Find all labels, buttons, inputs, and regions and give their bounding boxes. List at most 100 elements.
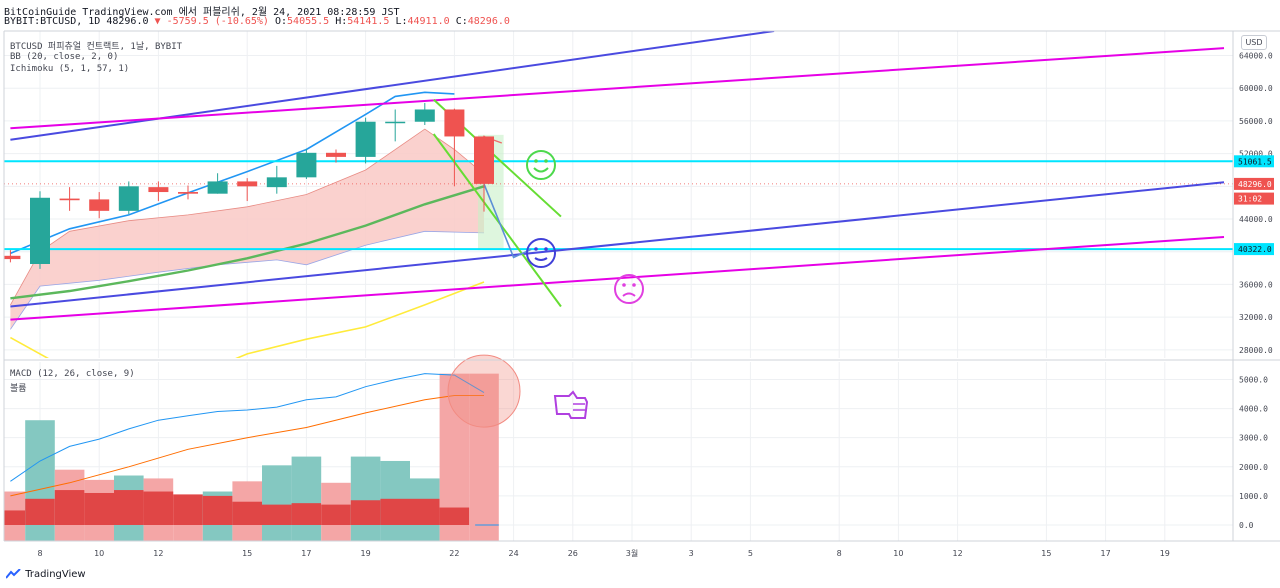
close-label: C: — [455, 16, 468, 27]
candle-body — [148, 187, 169, 193]
volume-bar-base — [84, 524, 114, 541]
price-label-bg — [1234, 177, 1274, 190]
time-tick-label: 3월 — [626, 548, 638, 558]
volume-bar-base — [380, 524, 410, 541]
macd-tick-label: 1000.0 — [1239, 492, 1268, 501]
macd-histogram-bar — [321, 504, 351, 525]
smiley-neutral-icon-outline — [526, 238, 556, 268]
down-triangle-icon: ▼ — [154, 16, 161, 27]
macd-histogram-bar — [291, 503, 322, 525]
volume-bar-base — [439, 524, 470, 541]
price-label-bg — [1234, 155, 1274, 168]
low-label: L: — [395, 16, 408, 27]
macd-histogram-bar — [173, 494, 203, 525]
candle-body — [178, 192, 198, 194]
candle-body — [59, 198, 80, 201]
price-label-text: 40322.0 — [1238, 245, 1272, 254]
time-tick-label: 19 — [361, 549, 371, 558]
time-tick-label: 15 — [242, 549, 252, 558]
macd-histogram-bar — [202, 495, 233, 525]
trend-lines — [4, 31, 1233, 321]
high-label: H: — [335, 16, 348, 27]
candle-body — [296, 152, 317, 178]
price-tick-label: 36000.0 — [1239, 280, 1273, 289]
smiley-sad-icon-mouth — [622, 292, 636, 297]
price-label-text: 51061.5 — [1238, 157, 1272, 166]
volume-bar-base — [410, 524, 440, 541]
candle-body — [414, 109, 435, 122]
legend-ichimoku: Ichimoku (5, 1, 57, 1) — [10, 64, 130, 74]
volume-bar-base — [469, 524, 499, 541]
volume-bar-base — [25, 524, 55, 541]
volume-bar-base — [54, 524, 85, 541]
candle-body — [266, 177, 287, 188]
macd-histogram-bar — [143, 491, 174, 525]
volume-bar-base — [4, 524, 26, 541]
grid — [4, 31, 1233, 541]
time-tick-label: 5 — [748, 549, 753, 558]
time-tick-label: 8 — [37, 549, 42, 558]
smiley-neutral-icon-eye — [534, 247, 538, 251]
price-chart[interactable]: 64000.060000.056000.052000.048000.044000… — [0, 0, 1280, 566]
candle-body — [118, 186, 139, 211]
smiley-neutral-icon-eye — [544, 247, 548, 251]
smiley-sad-icon-eye — [632, 283, 636, 287]
macd-histogram-bar — [350, 500, 381, 525]
price-tick-label: 28000.0 — [1239, 346, 1273, 355]
trend-line — [10, 31, 775, 141]
smiley-sad-icon-outline — [614, 274, 644, 304]
macd-histogram-bar — [380, 498, 410, 525]
currency-button[interactable]: USD — [1241, 35, 1267, 50]
candle-body — [207, 181, 228, 194]
time-tick-label: 22 — [449, 549, 459, 558]
macd-histogram-bar — [439, 507, 470, 525]
pointing-hand-icon — [553, 390, 589, 419]
volume-bar-base — [321, 524, 351, 541]
time-tick-label: 10 — [94, 549, 104, 558]
macd-histogram-bar — [114, 490, 144, 525]
open-value: 54055.5 — [287, 16, 330, 27]
tradingview-icon — [5, 568, 21, 579]
macd-histogram-bar — [84, 492, 114, 525]
price-tick-label: 56000.0 — [1239, 117, 1273, 126]
macd-histogram-bar — [4, 510, 26, 525]
smiley-happy-icon-outline — [526, 150, 556, 180]
macd-histogram-bar — [54, 490, 85, 525]
trend-line — [10, 181, 1225, 308]
trend-line — [10, 47, 1225, 130]
macd-tick-label: 3000.0 — [1239, 434, 1268, 443]
time-tick-label: 12 — [953, 549, 963, 558]
price-label-text: 48296.0 — [1238, 180, 1272, 189]
volume-bar-base — [291, 524, 322, 541]
time-tick-label: 17 — [301, 549, 311, 558]
macd-line — [10, 373, 485, 482]
macd-histogram-bar — [262, 504, 292, 525]
smiley-happy-icon-eye — [544, 159, 548, 163]
price-label-bg — [1234, 243, 1274, 256]
legend-macd: MACD (12, 26, close, 9) — [10, 369, 135, 379]
legend-volume: 볼륨 — [10, 384, 27, 394]
candle-body — [237, 181, 258, 187]
cloud-fill — [10, 129, 485, 330]
highlight-circle — [447, 354, 521, 428]
tradingview-logo[interactable]: TradingView — [5, 568, 86, 580]
candle-body — [474, 136, 494, 184]
price-tick-label: 32000.0 — [1239, 313, 1273, 322]
volume-bar-base — [350, 524, 381, 541]
price-change: -5759.5 (-10.65%) — [166, 16, 269, 27]
macd-histogram-bar — [410, 498, 440, 525]
candle-body — [4, 255, 21, 260]
time-tick-label: 24 — [509, 549, 519, 558]
volume-bar-base — [262, 524, 292, 541]
ohlc-header: BYBIT:BTCUSD, 1D 48296.0 ▼ -5759.5 (-10.… — [4, 16, 510, 27]
tradingview-brand: TradingView — [25, 569, 86, 580]
macd-tick-label: 0.0 — [1239, 521, 1254, 530]
trend-line — [10, 236, 1225, 321]
macd-tick-label: 5000.0 — [1239, 375, 1268, 384]
price-label-bg — [1234, 192, 1274, 205]
volume-bar — [439, 373, 470, 525]
volume-bar-base — [114, 524, 144, 541]
time-tick-label: 15 — [1041, 549, 1051, 558]
candle-body — [89, 199, 110, 211]
bb-basis-line — [10, 185, 485, 300]
